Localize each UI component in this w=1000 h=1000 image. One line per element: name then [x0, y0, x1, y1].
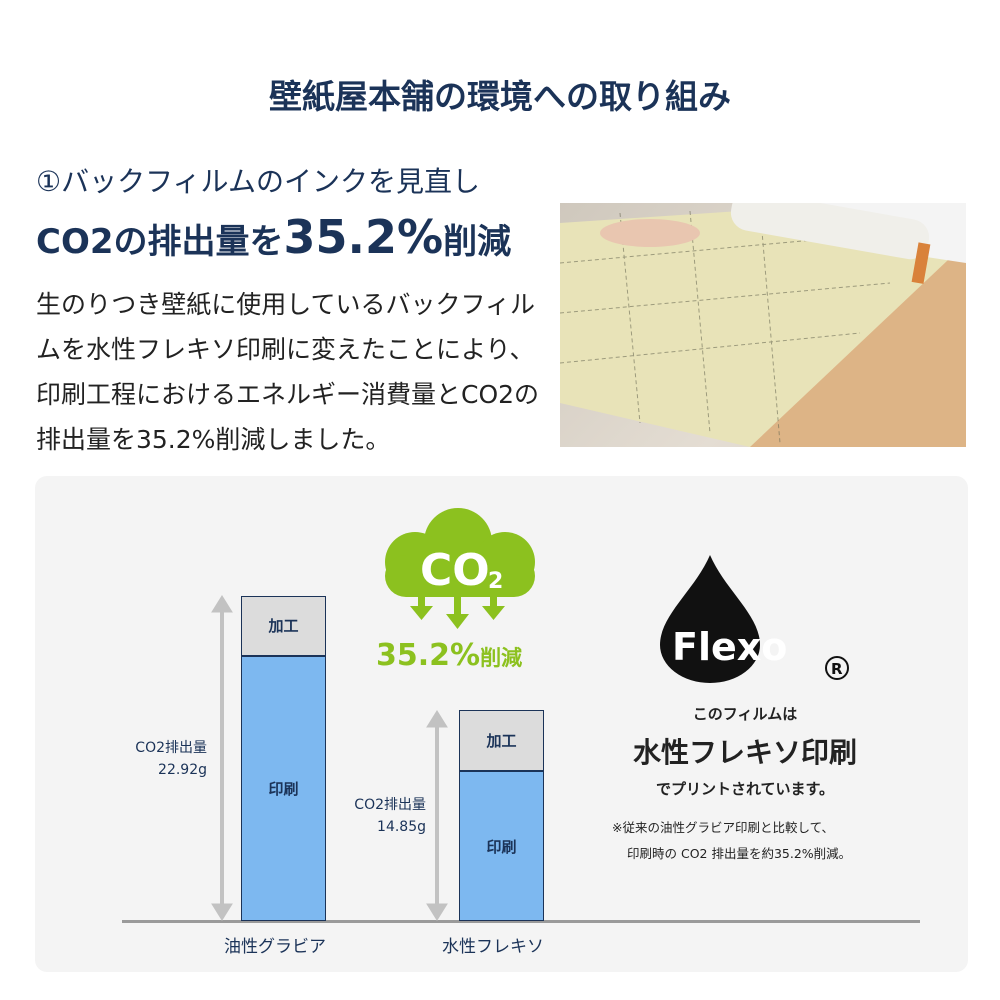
co2-subscript: 2 — [488, 569, 503, 594]
flexo-drop-logo: Flexo R — [660, 555, 849, 683]
category-label: 油性グラビア — [224, 937, 326, 957]
chart-baseline — [122, 920, 920, 923]
total-label-2: CO2排出量 14.85g — [318, 794, 426, 838]
segment-label: 印刷 — [268, 779, 299, 798]
segment-label: 印刷 — [486, 837, 517, 856]
product-photo — [560, 203, 966, 447]
total-label-1: CO2排出量 22.92g — [100, 737, 207, 781]
flexo-logo-text: Flexo — [672, 625, 787, 669]
reduction-suffix: 削減 — [480, 646, 523, 670]
flexo-line3: でプリントされています。 — [655, 780, 835, 798]
bar-segment-print: 印刷 — [459, 771, 544, 921]
co2-cloud-icon: CO 2 — [385, 508, 535, 629]
film-roll-illustration — [560, 203, 966, 447]
total-label-title: CO2排出量 — [135, 740, 207, 756]
segment-label: 加工 — [486, 732, 517, 751]
bar-segment-process: 加工 — [241, 596, 326, 656]
total-label-value: 22.92g — [158, 762, 207, 778]
reduction-value: 35.2% — [376, 638, 481, 673]
bar-segment-print: 印刷 — [241, 655, 326, 921]
total-label-value: 14.85g — [377, 819, 426, 835]
reduction-figure: 35.2%削減 — [376, 638, 522, 673]
body-text: 生のりつき壁紙に使用しているバックフィルムを水性フレキソ印刷に変えたことにより、… — [36, 290, 540, 454]
category-label: 水性フレキソ — [442, 937, 544, 957]
section-subtitle: ①バックフィルムのインクを見直し — [36, 165, 480, 198]
flexo-note1: ※従来の油性グラビア印刷と比較して、 — [612, 820, 834, 835]
headline-post: 削減 — [443, 222, 512, 262]
flexo-note2: 印刷時の CO2 排出量を約35.2%削減。 — [627, 846, 852, 861]
page-title: 壁紙屋本舗の環境への取り組み — [269, 77, 731, 116]
svg-text:R: R — [831, 660, 843, 678]
headline-value: 35.2% — [283, 210, 444, 264]
flexo-line2: 水性フレキソ印刷 — [632, 736, 857, 769]
headline: CO2の排出量を35.2%削減 — [36, 210, 511, 264]
bar-segment-process: 加工 — [459, 710, 544, 772]
headline-pre: CO2の排出量を — [36, 222, 284, 262]
total-label-title: CO2排出量 — [354, 797, 426, 813]
co2-text: CO — [420, 545, 490, 596]
segment-label: 加工 — [268, 617, 299, 636]
flexo-line1: このフィルムは — [692, 705, 798, 723]
